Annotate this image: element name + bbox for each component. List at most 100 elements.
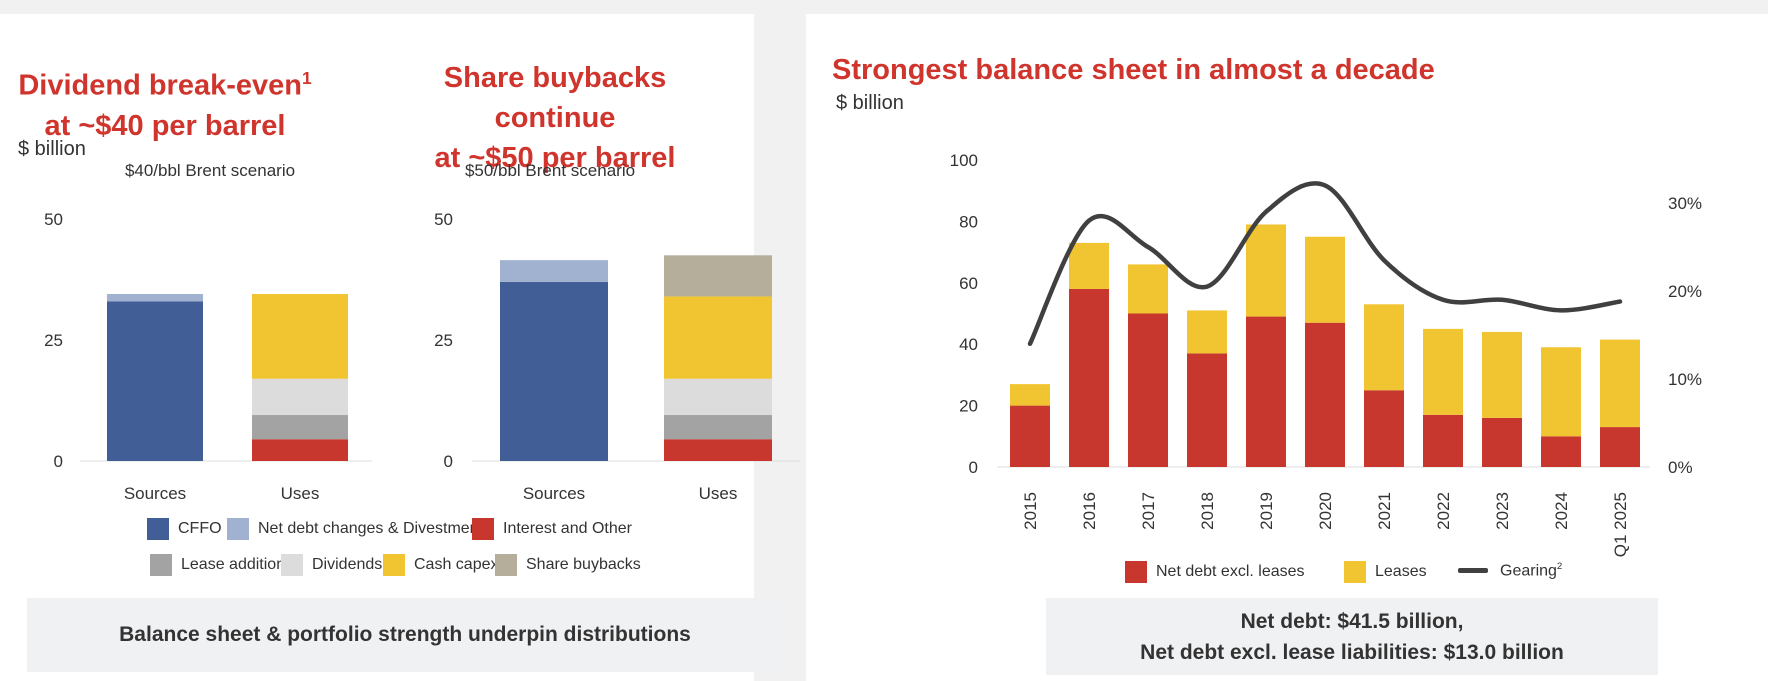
bar-segment-net-debt-excl-leases-2015 [1010,405,1050,467]
bar-segment-leases-2021 [1364,304,1404,391]
legend-swatch-interest-other [472,518,494,540]
legend-item-cash-capex: Cash capex [383,554,499,576]
legend-label-cash-capex: Cash capex [414,556,499,573]
gearing-line [1027,181,1623,347]
bar-segment-leases-q1-2025 [1600,339,1640,428]
right-panel: Strongest balance sheet in almost a deca… [806,14,1768,681]
y-tick-label: 0 [969,458,978,477]
y2-tick-label: 0% [1668,458,1693,477]
legend-label-share-buybacks: Share buybacks [526,556,641,573]
y-tick-label: 20 [959,397,978,416]
x-category-label-2021: 2021 [1375,492,1394,530]
right-banner-line1: Net debt: $41.5 billion, [1240,609,1464,633]
legend-item-cffo: CFFO [147,518,222,540]
bar-segment-net-debt-excl-leases-2023 [1482,417,1522,467]
bar-segment-share-buybacks-uses [664,255,772,297]
y-tick-label: 0 [54,452,63,471]
legend-swatch-cffo [147,518,169,540]
bar-segment-leases-2018 [1187,310,1227,354]
bar-segment-leases-2022 [1423,328,1463,415]
bar-segment-net-debt-excl-leases-q1-2025 [1600,427,1640,467]
chart-40bbl: 0 25 50 Sources Uses [44,210,372,503]
x-category-label-2016: 2016 [1080,492,1099,530]
bar-segment-cffo-sources [500,281,608,461]
y2-tick-label: 30% [1668,194,1702,213]
legend-label-lease-additions: Lease additions [181,556,294,573]
bar-segment-net-debt-changes-divestments-sources [107,294,203,302]
bar-segment-cash-capex-uses [664,296,772,379]
x-category-label-2017: 2017 [1139,492,1158,530]
bar-segment-net-debt-excl-leases-2016 [1069,288,1109,467]
x-category-label-uses: Uses [699,484,738,503]
right-unit-label: $ billion [836,92,904,114]
x-category-label-2019: 2019 [1257,492,1276,530]
bar-segment-net-debt-excl-leases-2024 [1541,436,1581,467]
bar-segment-net-debt-excl-leases-2021 [1364,390,1404,467]
legend-swatch-net-debt-excl-leases [1125,561,1147,583]
bar-segment-net-debt-excl-leases-2020 [1305,322,1345,467]
scenario-50-label: $50/bbl Brent scenario [464,161,636,180]
bar-segment-leases-2017 [1128,264,1168,314]
legend-swatch-lease-additions [150,554,172,576]
bar-segment-net-debt-excl-leases-2019 [1246,316,1286,467]
bar-segment-leases-2016 [1069,242,1109,289]
y2-tick-label: 20% [1668,282,1702,301]
x-category-label-uses: Uses [281,484,320,503]
y-tick-label: 0 [444,452,453,471]
legend-item-leases: Leases [1344,561,1427,583]
y-tick-label: 50 [44,210,63,229]
left-summary-banner: Balance sheet & portfolio strength under… [27,598,783,672]
y-tick-label: 40 [959,335,978,354]
legend-item-lease-additions: Lease additions [150,554,293,576]
bar-segment-interest-and-other-uses [664,439,772,461]
x-category-label-2018: 2018 [1198,492,1217,530]
legend-swatch-net-debt-divest [227,518,249,540]
x-category-label-sources: Sources [124,484,186,503]
left-unit-label: $ billion [18,138,86,160]
x-category-label-2023: 2023 [1493,492,1512,530]
bar-segment-leases-2020 [1305,236,1345,323]
legend-swatch-cash-capex [383,554,405,576]
y-tick-label: 60 [959,274,978,293]
bar-segment-net-debt-excl-leases-2018 [1187,353,1227,467]
legend-label-interest-other: Interest and Other [503,520,632,537]
bar-segment-dividends-uses [252,378,348,416]
chart-balance-sheet: 0 20 40 60 80 100 0% 10% 20% 30% 2015 2016 2017 2018 2… [950,151,1702,557]
chart-50bbl: 0 25 50 Sources Uses [434,210,800,503]
bar-segment-cffo-sources [107,301,203,461]
legend-swatch-gearing [1458,568,1488,574]
right-summary-banner: Net debt: $41.5 billion, Net debt excl. … [1046,598,1658,675]
y-tick-label: 25 [44,331,63,350]
legend-item-interest-other: Interest and Other [472,518,632,540]
x-category-label-2022: 2022 [1434,492,1453,530]
legend-item-net-debt-excl-leases: Net debt excl. leases [1125,561,1305,583]
bar-segment-interest-and-other-uses [252,439,348,461]
bar-segment-leases-2024 [1541,347,1581,437]
legend-item-net-debt-divest: Net debt changes & Divestments [227,518,491,540]
legend-item-gearing: Gearing2 [1458,561,1562,580]
bar-segment-leases-2023 [1482,331,1522,418]
y-tick-label: 80 [959,212,978,231]
legend-label-leases: Leases [1375,563,1427,580]
left-banner-text: Balance sheet & portfolio strength under… [119,623,691,646]
x-category-label-2015: 2015 [1021,492,1040,530]
legend-item-dividends: Dividends [281,554,382,576]
bar-segment-leases-2015 [1010,384,1050,406]
bar-segment-leases-2019 [1246,224,1286,317]
bar-segment-cash-capex-uses [252,294,348,379]
legend-label-gearing: Gearing2 [1500,561,1563,580]
bar-segment-net-debt-excl-leases-2022 [1423,414,1463,467]
right-banner-line2: Net debt excl. lease liabilities: $13.0 … [1140,640,1564,664]
bar-segment-net-debt-excl-leases-2017 [1128,313,1168,467]
x-category-label-2024: 2024 [1552,492,1571,530]
bar-segment-net-debt-changes-divestments-sources [500,260,608,282]
balance-sheet-title: Strongest balance sheet in almost a deca… [832,54,1435,86]
legend-swatch-dividends [281,554,303,576]
y-tick-label: 100 [950,151,978,170]
legend-item-share-buybacks: Share buybacks [495,554,641,576]
dividend-breakeven-title: Dividend break-even1 at ~$40 per barrel [18,68,312,142]
legend-label-dividends: Dividends [312,556,383,573]
legend-swatch-share-buybacks [495,554,517,576]
x-category-label-q1-2025: Q1 2025 [1611,492,1630,557]
